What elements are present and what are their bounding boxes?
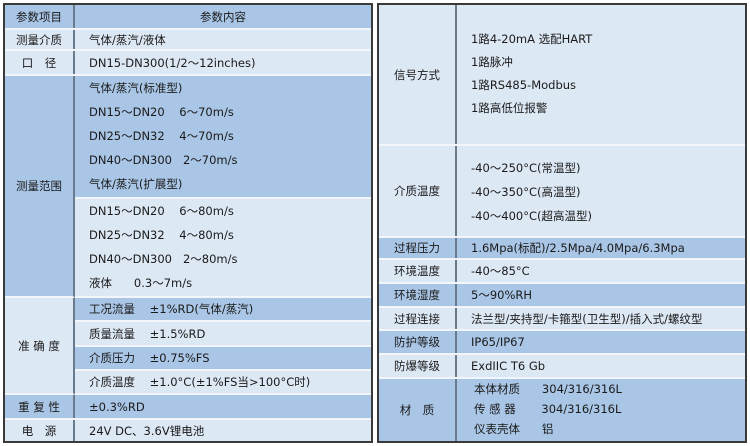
line: DN40～DN300 2～80m/s <box>89 252 238 266</box>
row-ambient-humidity: 环境湿度 5～90%RH <box>379 284 745 308</box>
line: 1路4-20mA 选配HART <box>471 32 593 46</box>
line: DN25～DN32 4～80m/s <box>89 228 234 242</box>
key: 过程压力 <box>379 238 457 258</box>
row-medium: 测量介质 气体/蒸汽/液体 <box>5 30 371 51</box>
value: 1.6Mpa(标配)/2.5Mpa/4.0Mpa/6.3Mpa <box>471 241 685 255</box>
line: 1路RS485-Modbus <box>471 78 577 92</box>
row-process-pressure: 过程压力 1.6Mpa(标配)/2.5Mpa/4.0Mpa/6.3Mpa <box>379 238 745 260</box>
row-explosion-proof: 防爆等级 ExdIIC T6 Gb <box>379 355 745 379</box>
key: 重 复 性 <box>5 395 75 418</box>
key: 介质温度 <box>379 146 457 236</box>
line: -40～250°C(常温型) <box>471 161 581 175</box>
line: 介质温度 ±1.0°C(±1%FS当>100°C时) <box>75 371 371 395</box>
row-medium-temp: 介质温度 -40～250°C(常温型) -40～350°C(高温型) -40～4… <box>379 146 745 238</box>
line: 仪表壳体 铝 <box>474 422 554 436</box>
line: 质量流量 ±1.5%RD <box>75 322 371 347</box>
key: 口 径 <box>5 51 75 74</box>
row-repeatability: 重 复 性 ±0.3%RD <box>5 395 371 420</box>
value: ExdIIC T6 Gb <box>471 359 546 373</box>
value: 气体/蒸汽(标准型) DN15～DN20 6～70m/s DN25～DN32 4… <box>75 76 371 298</box>
line: -40～400°C(超高温型) <box>471 209 592 223</box>
line: 气体/蒸汽(标准型) <box>89 81 183 95</box>
line: 介质压力 ±0.75%FS <box>75 347 371 371</box>
key: 环境湿度 <box>379 284 457 306</box>
key: 信号方式 <box>379 5 457 144</box>
value: 本体材质 304/316/316L 传 感 器 304/316/316L 仪表壳… <box>457 379 745 441</box>
row-accuracy: 准 确 度 工况流量 ±1%RD(气体/蒸汽) 质量流量 ±1.5%RD 介质压… <box>5 298 371 395</box>
line: DN15～DN20 6～70m/s <box>89 105 234 119</box>
key: 测量范围 <box>5 76 75 298</box>
value: 法兰型/夹持型/卡箍型(卫生型)/插入式/螺纹型 <box>471 311 703 326</box>
right-spec-table: 信号方式 1路4-20mA 选配HART 1路脉冲 1路RS485-Modbus… <box>377 3 747 443</box>
key: 防护等级 <box>379 331 457 353</box>
row-signal: 信号方式 1路4-20mA 选配HART 1路脉冲 1路RS485-Modbus… <box>379 5 745 146</box>
key: 防爆等级 <box>379 355 457 377</box>
row-material: 材 质 本体材质 304/316/316L 传 感 器 304/316/316L… <box>379 379 745 441</box>
value: 1路4-20mA 选配HART 1路脉冲 1路RS485-Modbus 1路高低… <box>457 5 745 144</box>
range-group-standard: 气体/蒸汽(标准型) DN15～DN20 6～70m/s DN25～DN32 4… <box>75 76 371 199</box>
value: ±0.3%RD <box>89 399 145 414</box>
key: 准 确 度 <box>5 298 75 395</box>
key: 电 源 <box>5 420 75 441</box>
header-key: 参数项目 <box>5 5 75 28</box>
value: IP65/IP67 <box>471 335 525 349</box>
line: 1路高低位报警 <box>471 101 548 115</box>
value: -40～250°C(常温型) -40～350°C(高温型) -40～400°C(… <box>457 146 745 236</box>
key: 环境温度 <box>379 260 457 282</box>
left-spec-table: 参数项目 参数内容 测量介质 气体/蒸汽/液体 口 径 DN15-DN300(1… <box>3 3 373 443</box>
row-protection: 防护等级 IP65/IP67 <box>379 331 745 355</box>
row-range: 测量范围 气体/蒸汽(标准型) DN15～DN20 6～70m/s DN25～D… <box>5 76 371 298</box>
line: DN40～DN300 2～70m/s <box>89 153 238 167</box>
value: 24V DC、3.6V锂电池 <box>89 423 205 438</box>
header-value: 参数内容 <box>200 9 246 24</box>
row-diameter: 口 径 DN15-DN300(1/2～12inches) <box>5 51 371 76</box>
header-row: 参数项目 参数内容 <box>5 5 371 30</box>
line: 气体/蒸汽(扩展型) <box>89 177 183 191</box>
key: 过程连接 <box>379 308 457 329</box>
value: 工况流量 ±1%RD(气体/蒸汽) 质量流量 ±1.5%RD 介质压力 ±0.7… <box>75 298 371 395</box>
line: 传 感 器 304/316/316L <box>474 402 622 416</box>
line: 1路脉冲 <box>471 55 513 69</box>
key: 材 质 <box>379 379 457 441</box>
key: 测量介质 <box>5 30 75 49</box>
row-process-connection: 过程连接 法兰型/夹持型/卡箍型(卫生型)/插入式/螺纹型 <box>379 308 745 331</box>
line: 本体材质 304/316/316L <box>474 382 622 396</box>
line: 工况流量 ±1%RD(气体/蒸汽) <box>75 298 371 322</box>
value: DN15-DN300(1/2～12inches) <box>89 55 256 70</box>
range-group-extended: DN15～DN20 6～80m/s DN25～DN32 4～80m/s DN40… <box>75 199 371 298</box>
row-power: 电 源 24V DC、3.6V锂电池 <box>5 420 371 441</box>
line: -40～350°C(高温型) <box>471 185 581 199</box>
value: 5～90%RH <box>471 288 533 302</box>
line: DN25～DN32 4～70m/s <box>89 129 234 143</box>
value: -40～85°C <box>471 264 530 278</box>
value: 气体/蒸汽/液体 <box>89 32 166 47</box>
line: DN15～DN20 6～80m/s <box>89 204 234 218</box>
line: 液体 0.3～7m/s <box>89 276 193 290</box>
row-ambient-temp: 环境温度 -40～85°C <box>379 260 745 284</box>
